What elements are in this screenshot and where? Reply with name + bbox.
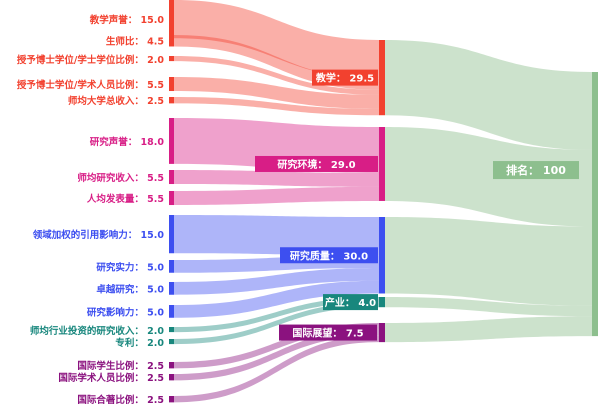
- node-bar-s8: [169, 215, 174, 254]
- source-label-s7: 人均发表量： 5.5: [87, 193, 164, 205]
- node-bars: [169, 0, 598, 403]
- node-bar-s13: [169, 339, 174, 345]
- flow-s6: [174, 170, 379, 187]
- node-bar-s4: [169, 97, 174, 104]
- source-label-s2: 授予博士学位/学士学位比例： 2.0: [17, 54, 164, 66]
- source-label-s16: 国际合著比例： 2.5: [77, 394, 164, 406]
- node-bar-s6: [169, 170, 174, 185]
- flow-s12: [174, 297, 379, 333]
- node-labels: 教学声誉： 15.0 生师比： 4.5 授予博士学位/学士学位比例： 2.0 授予博士…: [17, 14, 579, 406]
- source-label-s14: 国际学生比例： 2.5: [77, 360, 164, 372]
- node-bar-s9: [169, 260, 174, 273]
- category-flows: [385, 40, 592, 343]
- node-bar-s16: [169, 396, 174, 403]
- flow-t0-total: [385, 40, 592, 150]
- source-label-s11: 研究影响力： 5.0: [87, 306, 165, 318]
- category-label-t2: 研究质量： 30.0: [290, 249, 368, 262]
- total-label: 排名： 100: [506, 163, 566, 177]
- flow-s11: [174, 280, 379, 318]
- flow-s14: [174, 323, 379, 369]
- source-label-s12: 师均行业投资的研究收入： 2.0: [30, 325, 165, 337]
- source-label-s8: 领域加权的引用影响力： 15.0: [33, 229, 165, 241]
- node-bar-s5: [169, 118, 174, 164]
- node-bar-t3: [379, 297, 385, 308]
- category-box-t3: [323, 294, 378, 311]
- flow-t1-total: [385, 127, 592, 227]
- node-bar-s11: [169, 305, 174, 318]
- category-label-t1: 研究环境： 29.0: [277, 158, 355, 171]
- category-box-t0: [312, 69, 378, 86]
- node-bar-t2: [379, 217, 385, 294]
- node-bar-t1: [379, 127, 385, 201]
- node-bar-s3: [169, 77, 174, 92]
- flow-s2: [174, 56, 379, 95]
- flow-s0: [174, 0, 379, 79]
- node-bar-s10: [169, 282, 174, 295]
- source-flows: [174, 0, 379, 403]
- category-box-t4: [279, 324, 377, 341]
- node-bar-s7: [169, 191, 174, 206]
- source-label-s9: 研究实力： 5.0: [96, 261, 164, 273]
- source-label-s0: 教学声誉： 15.0: [89, 14, 165, 26]
- flow-s10: [174, 268, 379, 295]
- node-bar-s12: [169, 327, 174, 333]
- flow-t4-total: [385, 316, 592, 343]
- category-box-t2: [280, 247, 378, 264]
- flow-s3: [174, 77, 379, 109]
- flow-s16: [174, 335, 379, 403]
- category-label-t3: 产业： 4.0: [325, 296, 376, 309]
- flow-t2-total: [385, 217, 592, 306]
- total-box: [493, 161, 579, 180]
- flow-t3-total: [385, 297, 592, 317]
- category-label-t0: 教学： 29.5: [315, 72, 374, 85]
- node-bar-s2: [169, 56, 174, 62]
- flow-s7: [174, 186, 379, 206]
- node-bar-total: [592, 72, 598, 337]
- node-bar-t0: [379, 40, 385, 116]
- node-bar-s0: [169, 0, 174, 39]
- source-label-s3: 授予博士学位/学术人员比例： 5.5: [17, 79, 164, 91]
- source-label-s13: 专利： 2.0: [115, 337, 164, 349]
- node-bar-s14: [169, 362, 174, 369]
- flow-s8: [174, 215, 379, 256]
- source-label-s4: 师均大学总收入： 2.5: [68, 95, 164, 107]
- category-label-t4: 国际展望： 7.5: [292, 327, 363, 340]
- node-bar-s15: [169, 374, 174, 381]
- source-label-s15: 国际学术人员比例： 2.5: [58, 372, 164, 384]
- node-bar-s1: [169, 35, 174, 47]
- category-box-t1: [255, 155, 378, 172]
- flow-s13: [174, 302, 379, 345]
- source-label-s1: 生师比： 4.5: [106, 36, 164, 48]
- node-bar-t4: [379, 323, 385, 343]
- source-label-s5: 研究声誉： 18.0: [90, 136, 165, 148]
- source-label-s10: 卓越研究： 5.0: [96, 283, 164, 295]
- flow-s15: [174, 329, 379, 381]
- source-label-s6: 师均研究收入： 5.5: [77, 172, 164, 184]
- flow-s4: [174, 97, 379, 116]
